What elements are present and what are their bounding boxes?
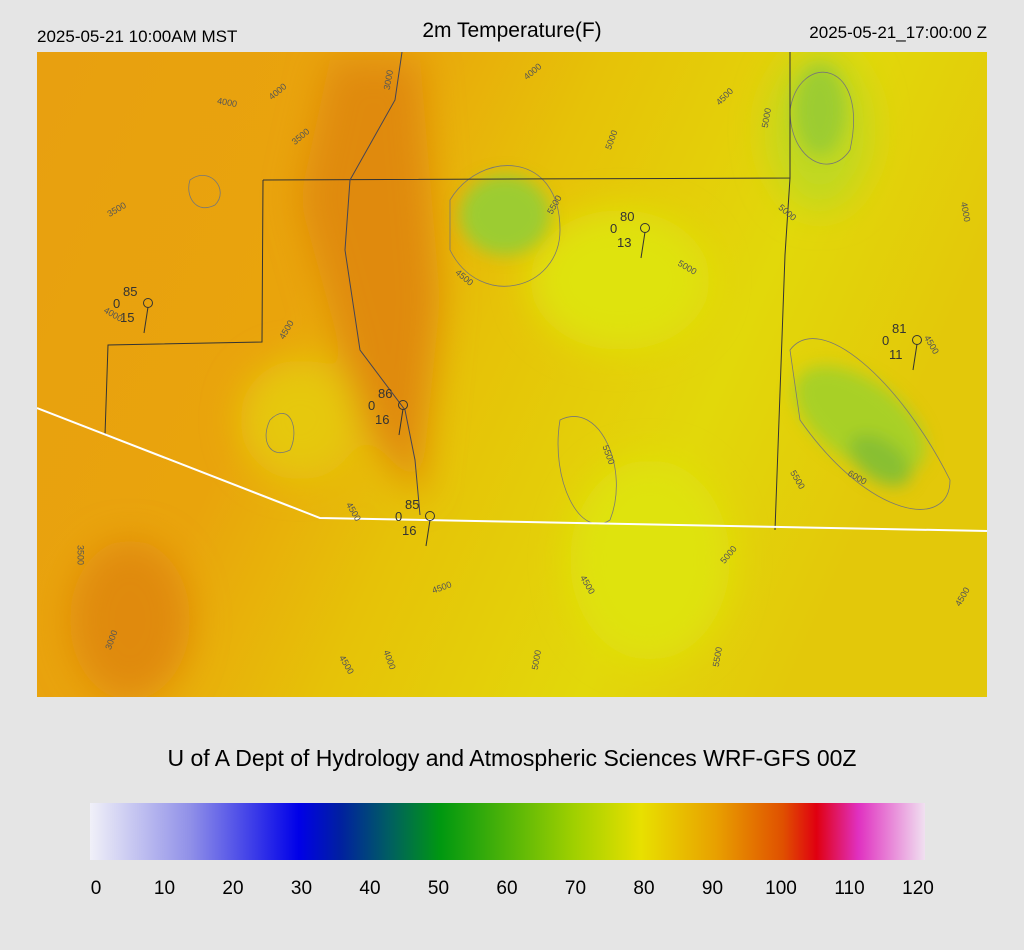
station-temp: 81 (892, 321, 906, 336)
station-precip: 0 (368, 398, 375, 413)
colorbar-tick-label: 100 (765, 878, 797, 899)
colorbar-tick-label: 70 (565, 878, 586, 899)
station-dew: 15 (120, 310, 134, 325)
station-dew: 16 (402, 523, 416, 538)
colorbar-tick-label: 30 (291, 878, 312, 899)
colorbar-tick-label: 90 (702, 878, 723, 899)
contour-label: 5000 (530, 649, 543, 670)
map-title: 2m Temperature(F) (422, 19, 601, 42)
contour-label: 5000 (760, 107, 773, 128)
wind-barb (143, 306, 149, 334)
contour-label: 3000 (382, 69, 395, 90)
station-temp: 85 (123, 284, 137, 299)
station-temp: 85 (405, 497, 419, 512)
contour-label: 4000 (959, 201, 972, 222)
contour-label: 4000 (216, 96, 237, 109)
station-precip: 0 (113, 296, 120, 311)
colorbar-tick-label: 40 (359, 878, 380, 899)
station-dew: 16 (375, 412, 389, 427)
credit: U of A Dept of Hydrology and Atmospheric… (167, 745, 856, 771)
wind-barb (398, 408, 404, 436)
wind-barb (640, 231, 646, 259)
colorbar-tick-label: 0 (91, 878, 102, 899)
colorbar-tick-label: 10 (154, 878, 175, 899)
wind-barb (912, 343, 918, 371)
utc-time: 2025-05-21_17:00:00 Z (809, 23, 987, 42)
station-precip: 0 (610, 221, 617, 236)
colorbar-tick-label: 80 (633, 878, 654, 899)
colorbar-tick-label: 110 (834, 878, 864, 899)
station-temp: 86 (378, 386, 392, 401)
colorbar-tick-label: 60 (496, 878, 517, 899)
contour-label: 5500 (711, 646, 724, 667)
map (37, 52, 987, 697)
colorbar-tick-label: 120 (902, 878, 934, 899)
station-dew: 11 (889, 347, 903, 362)
colorbar-tick-label: 20 (222, 878, 243, 899)
station-precip: 0 (395, 509, 402, 524)
colorbar-tick-label: 50 (428, 878, 449, 899)
station-temp: 80 (620, 209, 634, 224)
colorbar (90, 803, 925, 860)
station-dew: 13 (617, 235, 631, 250)
local-time: 2025-05-21 10:00AM MST (37, 27, 237, 46)
station-precip: 0 (882, 333, 889, 348)
wind-barb (425, 519, 431, 547)
contour-label: 3500 (76, 545, 86, 565)
